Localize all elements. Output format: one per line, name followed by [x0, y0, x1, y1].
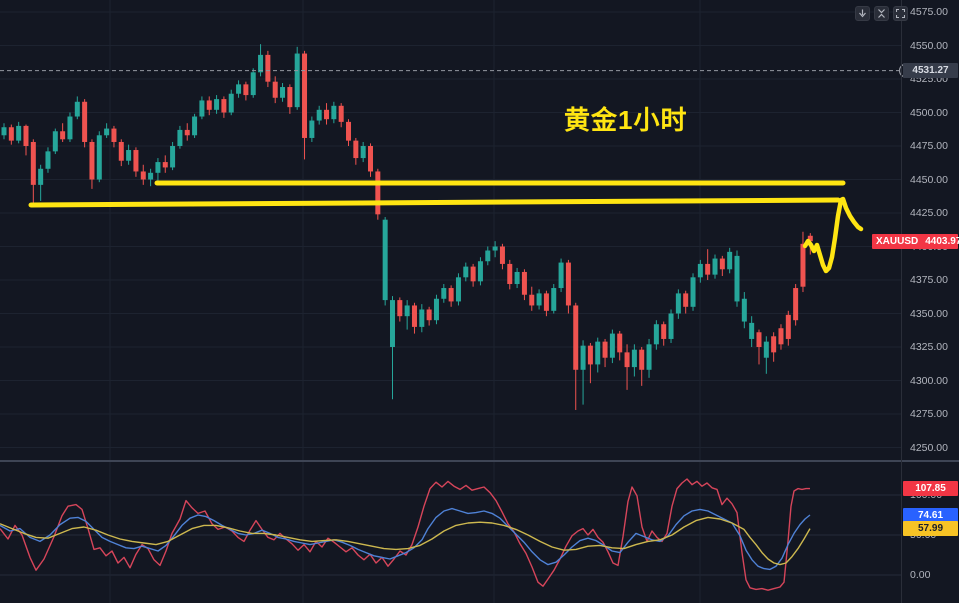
symbol-label: XAUUSD: [876, 235, 919, 247]
price-tick-label: 4500.00: [910, 106, 948, 119]
price-tick-label: 4350.00: [910, 307, 948, 320]
chart-title-annotation[interactable]: 黄金1小时: [564, 105, 688, 135]
oscillator-slow-value-label: 57.99: [903, 521, 958, 537]
move-pane-down-button[interactable]: [855, 6, 870, 21]
maximize-pane-button[interactable]: [893, 6, 908, 21]
price-tick-label: 4375.00: [910, 274, 948, 286]
price-tick-label: 4250.00: [910, 441, 948, 454]
collapse-icon: [877, 9, 886, 18]
alert-price-label[interactable]: 4531.27: [903, 63, 958, 79]
price-tick-label: 4300.00: [910, 374, 948, 387]
price-tick-label: 4450.00: [910, 173, 948, 186]
price-tick-label: 4325.00: [910, 341, 948, 353]
maximize-icon: [896, 9, 905, 18]
grid-lines: [0, 0, 901, 603]
pane-toolbar: [855, 6, 908, 21]
trend-line-drawings[interactable]: [28, 180, 864, 274]
price-tick-label: 4475.00: [910, 140, 948, 152]
oscillator-fast-value-label: 107.85: [903, 481, 958, 497]
alert-line[interactable]: [0, 63, 914, 78]
price-tick-label: 4575.00: [910, 6, 948, 18]
last-price-label: XAUUSD 4403.97: [872, 233, 959, 249]
price-axis[interactable]: 4575.00 4550.00 4525.00 4500.00 4475.00 4450.…: [901, 0, 959, 603]
arrow-down-icon: [858, 9, 867, 18]
last-price-value: 4403.97: [925, 235, 959, 247]
price-tick-label: 4425.00: [910, 207, 948, 219]
collapse-pane-button[interactable]: [874, 6, 889, 21]
oscillator-mid-value-label: 74.61: [903, 507, 958, 523]
price-tick-label: 4275.00: [910, 408, 948, 420]
pane-separator[interactable]: [0, 460, 959, 462]
candlestick-series: [1, 44, 813, 410]
price-tick-label: 4550.00: [910, 39, 948, 52]
oscillator-pane[interactable]: [0, 478, 811, 591]
price-tick-label: 0.00: [910, 569, 931, 581]
